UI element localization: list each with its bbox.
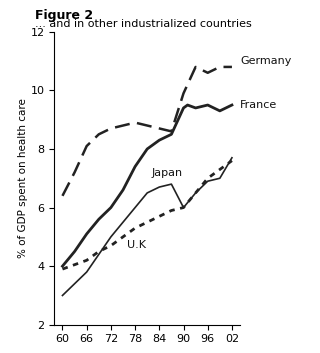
Text: Figure 2: Figure 2 (35, 9, 93, 22)
Text: Germany: Germany (240, 56, 292, 66)
Y-axis label: % of GDP spent on health care: % of GDP spent on health care (18, 98, 28, 258)
Text: Japan: Japan (151, 168, 182, 178)
Text: France: France (240, 100, 277, 110)
Text: ... and in other industrialized countries: ... and in other industrialized countrie… (35, 19, 252, 29)
Text: U.K: U.K (127, 240, 146, 250)
